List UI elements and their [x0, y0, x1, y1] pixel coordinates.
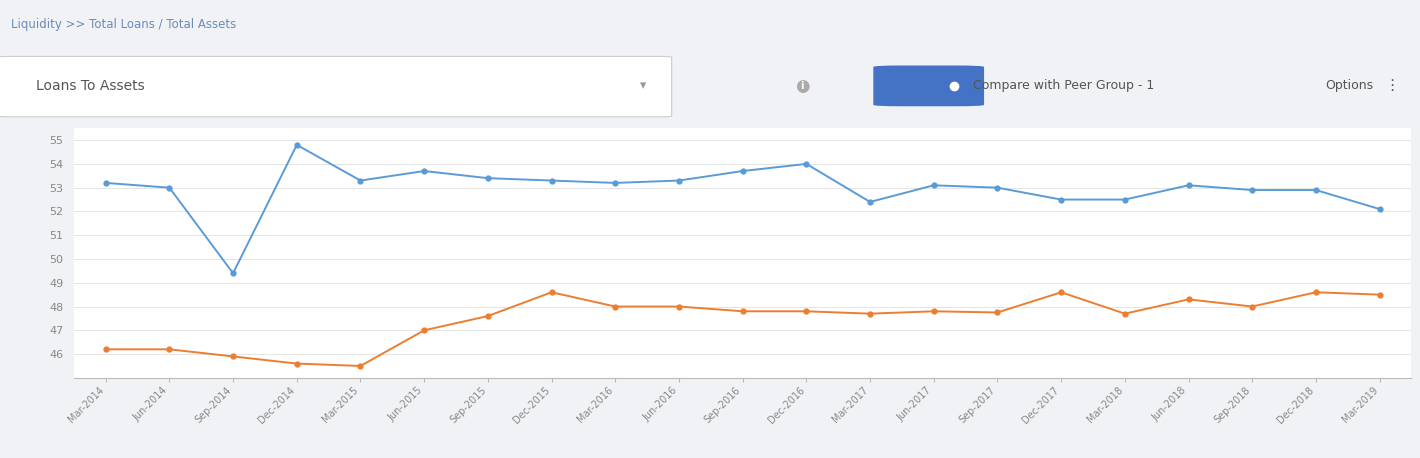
Text: ⋮: ⋮ [1384, 78, 1400, 93]
480228 - BANK OF AMERICA, NATIONAL ASSOCIATION [798, 161, 815, 167]
480228 - BANK OF AMERICA, NATIONAL ASSOCIATION [606, 180, 623, 185]
Peer Group - 1 [97, 347, 114, 352]
Peer Group - 1 [542, 289, 559, 295]
Text: i: i [801, 81, 804, 91]
Line: Peer Group - 1: Peer Group - 1 [104, 290, 1382, 368]
480228 - BANK OF AMERICA, NATIONAL ASSOCIATION [1116, 197, 1133, 202]
FancyBboxPatch shape [0, 56, 672, 117]
480228 - BANK OF AMERICA, NATIONAL ASSOCIATION [224, 271, 241, 276]
480228 - BANK OF AMERICA, NATIONAL ASSOCIATION [352, 178, 369, 183]
Peer Group - 1 [1180, 297, 1197, 302]
Peer Group - 1 [926, 309, 943, 314]
Text: Liquidity >> Total Loans / Total Assets: Liquidity >> Total Loans / Total Assets [11, 17, 237, 31]
480228 - BANK OF AMERICA, NATIONAL ASSOCIATION [97, 180, 114, 185]
480228 - BANK OF AMERICA, NATIONAL ASSOCIATION [416, 168, 433, 174]
480228 - BANK OF AMERICA, NATIONAL ASSOCIATION [160, 185, 178, 191]
480228 - BANK OF AMERICA, NATIONAL ASSOCIATION [1244, 187, 1261, 193]
Peer Group - 1 [416, 327, 433, 333]
Peer Group - 1 [288, 361, 305, 366]
Peer Group - 1 [734, 309, 751, 314]
Text: Loans To Assets: Loans To Assets [36, 79, 145, 93]
Peer Group - 1 [1116, 311, 1133, 316]
480228 - BANK OF AMERICA, NATIONAL ASSOCIATION [1052, 197, 1069, 202]
Peer Group - 1 [224, 354, 241, 359]
Peer Group - 1 [606, 304, 623, 309]
Peer Group - 1 [1372, 292, 1389, 297]
Peer Group - 1 [160, 347, 178, 352]
480228 - BANK OF AMERICA, NATIONAL ASSOCIATION [926, 183, 943, 188]
Peer Group - 1 [988, 310, 1005, 315]
Text: Compare with Peer Group - 1: Compare with Peer Group - 1 [973, 79, 1154, 93]
Peer Group - 1 [352, 363, 369, 369]
Peer Group - 1 [1308, 289, 1325, 295]
480228 - BANK OF AMERICA, NATIONAL ASSOCIATION [1180, 183, 1197, 188]
Peer Group - 1 [798, 309, 815, 314]
480228 - BANK OF AMERICA, NATIONAL ASSOCIATION [862, 199, 879, 205]
Peer Group - 1 [670, 304, 687, 309]
FancyBboxPatch shape [873, 65, 984, 106]
Peer Group - 1 [1052, 289, 1069, 295]
480228 - BANK OF AMERICA, NATIONAL ASSOCIATION [1308, 187, 1325, 193]
Text: ●: ● [795, 77, 809, 95]
480228 - BANK OF AMERICA, NATIONAL ASSOCIATION [542, 178, 559, 183]
Peer Group - 1 [1244, 304, 1261, 309]
Line: 480228 - BANK OF AMERICA, NATIONAL ASSOCIATION: 480228 - BANK OF AMERICA, NATIONAL ASSOC… [104, 142, 1382, 276]
480228 - BANK OF AMERICA, NATIONAL ASSOCIATION [480, 175, 497, 181]
480228 - BANK OF AMERICA, NATIONAL ASSOCIATION [1372, 206, 1389, 212]
Text: ▾: ▾ [640, 79, 646, 93]
480228 - BANK OF AMERICA, NATIONAL ASSOCIATION [988, 185, 1005, 191]
480228 - BANK OF AMERICA, NATIONAL ASSOCIATION [734, 168, 751, 174]
Peer Group - 1 [480, 313, 497, 319]
480228 - BANK OF AMERICA, NATIONAL ASSOCIATION [670, 178, 687, 183]
Peer Group - 1 [862, 311, 879, 316]
Text: Options: Options [1325, 79, 1373, 93]
480228 - BANK OF AMERICA, NATIONAL ASSOCIATION [288, 142, 305, 147]
